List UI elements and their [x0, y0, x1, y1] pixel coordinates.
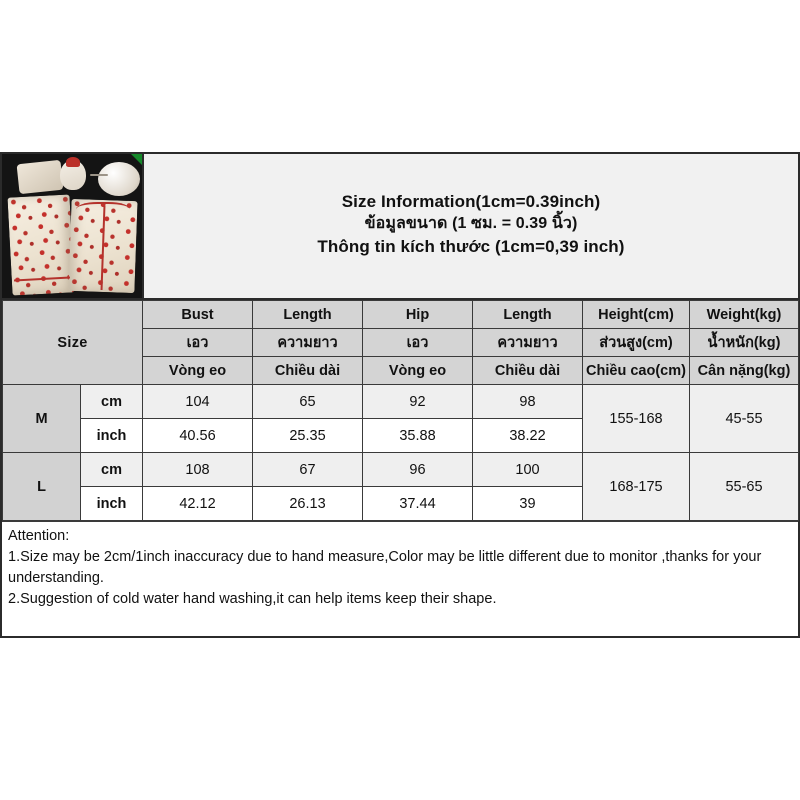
header-vi-weight: Cân nặng(kg) [689, 356, 799, 385]
table-row: L cm 108 67 96 100 168-175 55-65 [2, 452, 799, 521]
l-inch-length-bottom: 39 [472, 486, 583, 521]
size-label-cell: Size [2, 300, 143, 385]
header-en-bust: Bust [142, 300, 253, 329]
header-en-hip: Hip [362, 300, 473, 329]
title-vietnamese: Thông tin kích thước (1cm=0,39 inch) [317, 237, 625, 257]
m-cm-length-top: 65 [252, 384, 363, 419]
unit-cell-cm: cm [80, 452, 143, 487]
unit-cell-cm: cm [80, 384, 143, 419]
green-corner-marker-icon [131, 154, 142, 165]
pajama-collar-trim [76, 202, 130, 220]
chart-header-area: Size Information(1cm=0.39inch) ข้อมูลขนา… [2, 154, 798, 300]
unit-cell-inch: inch [80, 486, 143, 521]
table-row: inch 40.56 25.35 35.88 38.22 [3, 418, 799, 453]
table-row: M cm 104 65 92 98 155-168 45-55 [2, 384, 799, 453]
size-chart-card: Size Information(1cm=0.39inch) ข้อมูลขนา… [0, 152, 800, 638]
title-thai: ข้อมูลขนาด (1 ซม. = 0.39 นิ้ว) [364, 214, 578, 232]
header-en-weight: Weight(kg) [689, 300, 799, 329]
l-cm-bust: 108 [142, 452, 253, 487]
header-th-weight: น้ำหนัก(kg) [689, 328, 799, 357]
header-en-height: Height(cm) [582, 300, 690, 329]
prop-bag [16, 159, 64, 195]
l-cm-length-bottom: 100 [472, 452, 583, 487]
header-en-length-top: Length [252, 300, 363, 329]
header-vi-bust: Vòng eo [142, 356, 253, 385]
l-weight: 55-65 [689, 452, 799, 521]
m-inch-length-bottom: 38.22 [472, 418, 583, 453]
header-vi-height: Chiều cao(cm) [582, 356, 690, 385]
m-cm-bust: 104 [142, 384, 253, 419]
m-inch-bust: 40.56 [142, 418, 253, 453]
unit-cell-inch: inch [80, 418, 143, 453]
m-height: 155-168 [582, 384, 690, 453]
size-table: Size Bust Length Hip Length Height(cm) W… [2, 300, 799, 521]
m-inch-hip: 35.88 [362, 418, 473, 453]
header-vi-hip: Vòng eo [362, 356, 473, 385]
header-th-length-top: ความยาว [252, 328, 363, 357]
title-english: Size Information(1cm=0.39inch) [341, 191, 601, 211]
m-cm-hip: 92 [362, 384, 473, 419]
notes-line-1: 1.Size may be 2cm/1inch inaccuracy due t… [8, 549, 762, 587]
l-cm-length-top: 67 [252, 452, 363, 487]
l-inch-length-top: 26.13 [252, 486, 363, 521]
header-th-bust: เอว [142, 328, 253, 357]
l-cm-hip: 96 [362, 452, 473, 487]
header-vi-length-bottom: Chiều dài [472, 356, 583, 385]
header-row-thai: เอว ความยาว เอว ความยาว ส่วนสูง(cm) น้ำห… [3, 328, 799, 357]
header-th-hip: เอว [362, 328, 473, 357]
table-row: inch 42.12 26.13 37.44 39 [3, 486, 799, 521]
header-th-length-bottom: ความยาว [472, 328, 583, 357]
header-en-length-bottom: Length [472, 300, 583, 329]
header-vi-length-top: Chiều dài [252, 356, 363, 385]
header-row-english: Size Bust Length Hip Length Height(cm) W… [2, 300, 799, 385]
size-cell-l: L [2, 452, 81, 521]
m-inch-length-top: 25.35 [252, 418, 363, 453]
product-photo[interactable] [2, 154, 144, 298]
l-height: 168-175 [582, 452, 690, 521]
size-cell-m: M [2, 384, 81, 453]
m-cm-length-bottom: 98 [472, 384, 583, 419]
m-weight: 45-55 [689, 384, 799, 453]
notes-heading: Attention: [8, 528, 70, 544]
l-inch-hip: 37.44 [362, 486, 473, 521]
photo-scene [6, 157, 140, 296]
prop-doll [60, 157, 86, 190]
title-block: Size Information(1cm=0.39inch) ข้อมูลขนา… [144, 154, 798, 298]
attention-notes: Attention: 1.Size may be 2cm/1inch inacc… [2, 521, 798, 636]
header-th-height: ส่วนสูง(cm) [582, 328, 690, 357]
prop-ball [90, 162, 140, 196]
notes-line-2: 2.Suggestion of cold water hand washing,… [8, 591, 497, 608]
l-inch-bust: 42.12 [142, 486, 253, 521]
header-row-vietnamese: Vòng eo Chiều dài Vòng eo Chiều dài Chiề… [3, 356, 799, 385]
